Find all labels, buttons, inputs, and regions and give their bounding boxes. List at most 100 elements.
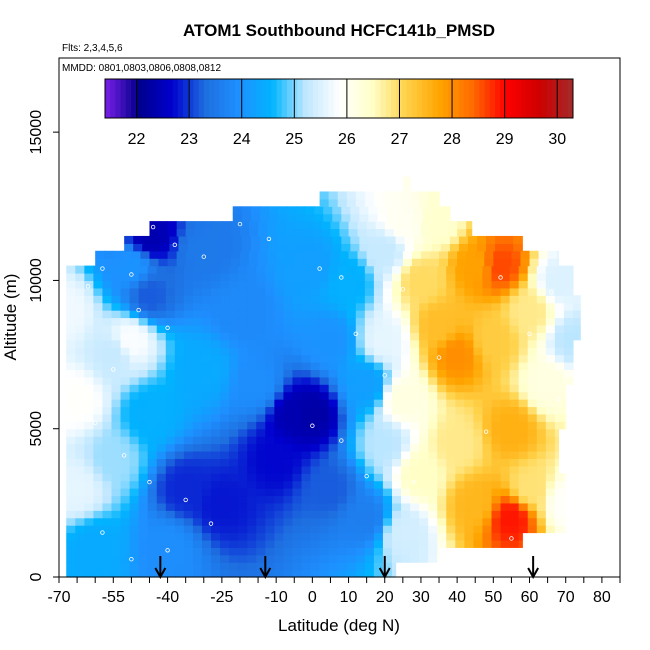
heatmap-cell <box>429 228 440 237</box>
heatmap-cell <box>473 458 484 467</box>
heatmap-cell <box>428 517 438 526</box>
colorbar-segment <box>354 79 361 118</box>
heatmap-cell <box>419 554 429 563</box>
heatmap-cell <box>95 250 105 259</box>
heatmap-cell <box>321 258 332 267</box>
heatmap-cell <box>165 265 176 274</box>
heatmap-cell <box>147 532 158 541</box>
heatmap-cell <box>296 243 306 252</box>
heatmap-cell <box>554 517 565 526</box>
heatmap-cell <box>274 510 284 519</box>
heatmap-cell <box>274 443 284 452</box>
heatmap-cell <box>183 332 194 341</box>
heatmap-cell <box>294 258 304 267</box>
heatmap-cell <box>382 191 393 200</box>
heatmap-cell <box>211 532 221 541</box>
heatmap-cell <box>355 517 366 526</box>
heatmap-cell <box>355 265 366 274</box>
heatmap-cell <box>120 450 131 459</box>
heatmap-cell <box>211 473 221 482</box>
heatmap-cell <box>401 436 411 445</box>
heatmap-cell <box>129 473 140 482</box>
heatmap-cell <box>156 510 167 519</box>
heatmap-cell <box>138 547 149 556</box>
heatmap-cell <box>419 347 429 356</box>
heatmap-cell <box>563 302 574 311</box>
heatmap-cell <box>301 295 312 304</box>
heatmap-cell <box>373 436 384 445</box>
heatmap-cell <box>482 510 493 519</box>
heatmap-cell <box>310 332 321 341</box>
heatmap-cell <box>473 495 484 504</box>
heatmap-cell <box>545 488 556 497</box>
heatmap-cell <box>509 317 520 326</box>
heatmap-cell <box>147 295 158 304</box>
heatmap-cell <box>158 221 169 230</box>
heatmap-cell <box>93 332 104 341</box>
heatmap-cell <box>518 532 523 541</box>
heatmap-cell <box>310 539 321 548</box>
heatmap-cell <box>464 517 475 526</box>
heatmap-cell <box>287 243 297 252</box>
heatmap-cell <box>147 443 158 452</box>
heatmap-cell <box>455 347 465 356</box>
heatmap-cell <box>120 339 131 348</box>
heatmap-cell <box>147 310 158 319</box>
heatmap-cell <box>174 465 185 474</box>
heatmap-cell <box>75 554 85 563</box>
heatmap-cell <box>192 302 203 311</box>
heatmap-cell <box>500 332 511 341</box>
heatmap-cell <box>346 421 357 430</box>
heatmap-cell <box>201 332 212 341</box>
heatmap-cell <box>102 480 113 489</box>
heatmap-cell <box>165 406 176 415</box>
heatmap-cell <box>509 532 520 541</box>
heatmap-cell <box>509 480 520 489</box>
heatmap-cell <box>464 539 475 548</box>
heatmap-cell <box>328 376 339 385</box>
heatmap-cell <box>75 324 85 333</box>
heatmap-cell <box>120 280 131 289</box>
x-axis-tick-label: -25 <box>210 589 233 606</box>
heatmap-cell <box>178 235 189 244</box>
heatmap-cell <box>346 562 357 571</box>
heatmap-cell <box>410 547 420 556</box>
heatmap-cell <box>156 480 167 489</box>
heatmap-cell <box>491 517 502 526</box>
heatmap-cell <box>75 310 85 319</box>
heatmap-cell <box>229 428 239 437</box>
heatmap-cell <box>66 406 76 415</box>
heatmap-cell <box>464 354 475 363</box>
heatmap-cell <box>247 502 257 511</box>
sample-point <box>400 287 406 292</box>
heatmap-cell <box>401 443 411 452</box>
heatmap-cell <box>220 369 230 378</box>
heatmap-cell <box>84 569 94 578</box>
heatmap-cell <box>111 287 122 296</box>
x-axis-tick-label: -70 <box>47 589 70 606</box>
heatmap-cell <box>185 258 196 267</box>
heatmap-cell <box>419 532 429 541</box>
heatmap-cell <box>301 361 312 370</box>
heatmap-cell <box>265 332 275 341</box>
heatmap-cell <box>256 354 266 363</box>
sample-point <box>165 548 170 553</box>
heatmap-cell <box>545 517 556 526</box>
heatmap-cell <box>328 280 339 289</box>
heatmap-cell <box>310 443 321 452</box>
heatmap-cell <box>265 347 275 356</box>
heatmap-cell <box>404 206 415 215</box>
heatmap-cell <box>211 339 221 348</box>
heatmap-cell <box>419 458 429 467</box>
heatmap-cell <box>93 413 104 422</box>
heatmap-cell <box>229 317 239 326</box>
heatmap-cell <box>339 258 350 267</box>
heatmap-cell <box>129 354 140 363</box>
heatmap-cell <box>545 295 556 304</box>
heatmap-cell <box>355 399 366 408</box>
heatmap-cell <box>536 525 547 534</box>
heatmap-cell <box>84 525 94 534</box>
heatmap-cell <box>138 369 149 378</box>
colorbar-segment <box>110 79 116 118</box>
heatmap-cell <box>491 488 502 497</box>
